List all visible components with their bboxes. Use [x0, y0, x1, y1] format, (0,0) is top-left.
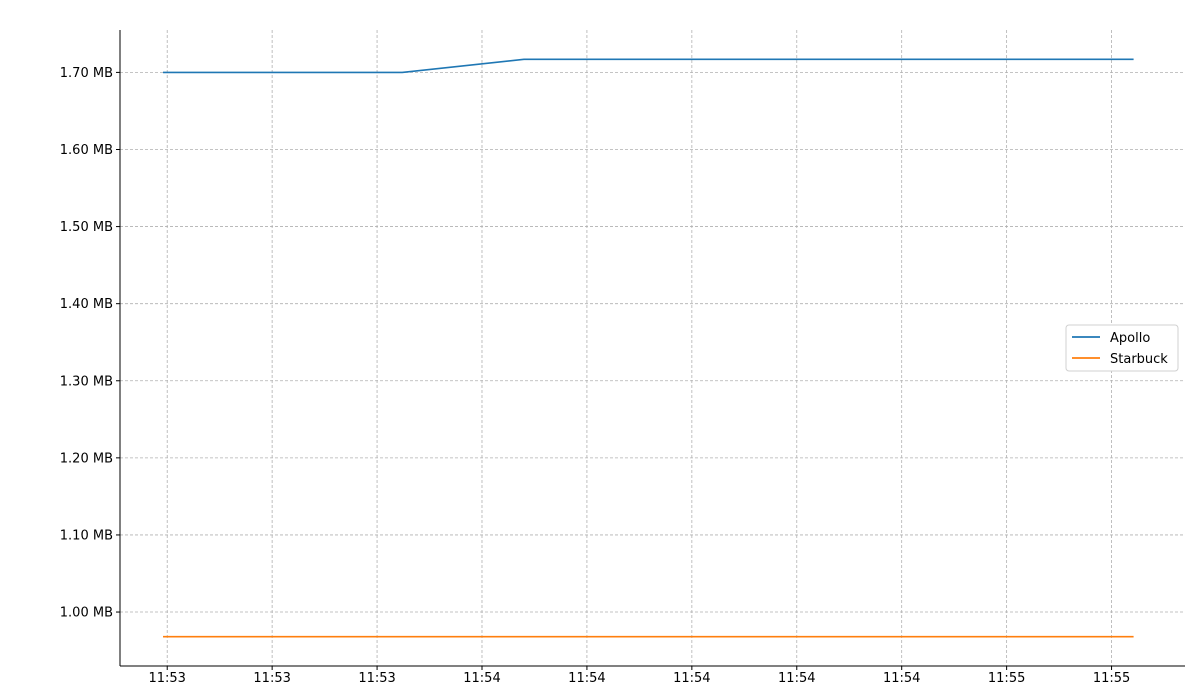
x-tick-label: 11:54	[883, 671, 920, 686]
grid	[120, 30, 1185, 666]
y-tick-label: 1.30 MB	[60, 374, 113, 389]
y-tick-label: 1.00 MB	[60, 606, 113, 621]
x-tick-label: 11:54	[673, 671, 710, 686]
x-tick-label: 11:55	[988, 671, 1025, 686]
x-tick-label: 11:54	[463, 671, 500, 686]
x-tick-label: 11:55	[1093, 671, 1130, 686]
legend-label-apollo: Apollo	[1110, 331, 1150, 346]
series-lines	[163, 58, 1134, 638]
y-tick-label: 1.70 MB	[60, 66, 113, 81]
legend-label-starbuck: Starbuck	[1110, 352, 1168, 367]
x-tick-label: 11:54	[778, 671, 815, 686]
y-tick-label: 1.40 MB	[60, 297, 113, 312]
x-tick-label: 11:53	[253, 671, 290, 686]
series-line-apollo	[163, 58, 1134, 74]
legend: Apollo Starbuck	[1065, 324, 1179, 372]
x-tick-label: 11:53	[358, 671, 395, 686]
y-tick-label: 1.20 MB	[60, 451, 113, 466]
x-tick-label: 11:54	[568, 671, 605, 686]
y-tick-label: 1.10 MB	[60, 528, 113, 543]
x-tick-label: 11:53	[148, 671, 185, 686]
tick-labels: 1.00 MB 1.10 MB 1.20 MB 1.30 MB 1.40 MB 1.50 …	[60, 66, 1131, 686]
y-tick-label: 1.50 MB	[60, 220, 113, 235]
axes	[119, 30, 1185, 667]
y-tick-label: 1.60 MB	[60, 143, 113, 158]
